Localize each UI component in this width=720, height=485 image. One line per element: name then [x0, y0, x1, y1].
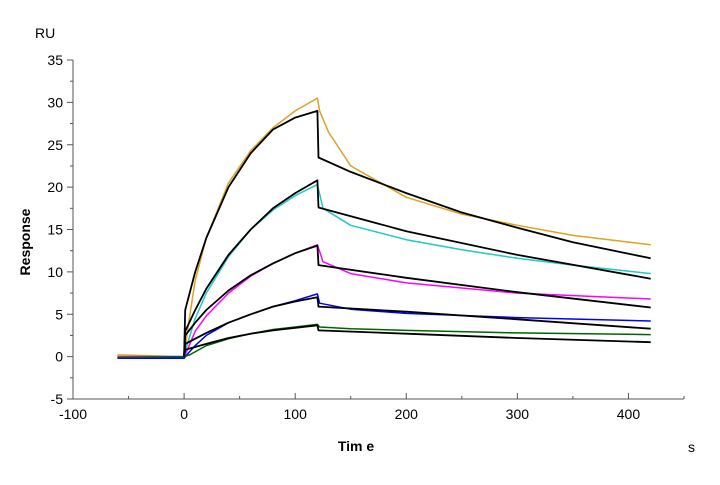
- y-tick-label: 25: [47, 137, 63, 153]
- y-tick-label: 20: [47, 179, 63, 195]
- x-tick-label: 400: [617, 406, 641, 422]
- x-tick-label: 300: [506, 406, 530, 422]
- y-tick-label: 0: [55, 349, 63, 365]
- x-tick-label: 0: [180, 406, 188, 422]
- fit-curve: [183, 244, 651, 357]
- fit-curve: [183, 324, 651, 357]
- x-tick-label: -100: [59, 406, 87, 422]
- x-tick-label: 100: [284, 406, 308, 422]
- fit-curve: [183, 110, 651, 357]
- x-tick-label: 200: [395, 406, 419, 422]
- y-axis-title: Response: [17, 208, 33, 275]
- y-tick-label: 5: [55, 306, 63, 322]
- y-unit-label: RU: [35, 25, 55, 41]
- x-axis-title: Tim e: [338, 438, 375, 454]
- y-tick-label: 10: [47, 264, 63, 280]
- y-tick-label: -5: [51, 391, 64, 407]
- y-tick-label: 30: [47, 94, 63, 110]
- fit-curve: [183, 179, 651, 357]
- fit-curve: [183, 296, 651, 357]
- y-tick-label: 35: [47, 52, 63, 68]
- measured-curve: [117, 97, 651, 358]
- x-unit-label: s: [688, 439, 695, 455]
- measured-curve: [117, 293, 651, 360]
- y-tick-label: 15: [47, 222, 63, 238]
